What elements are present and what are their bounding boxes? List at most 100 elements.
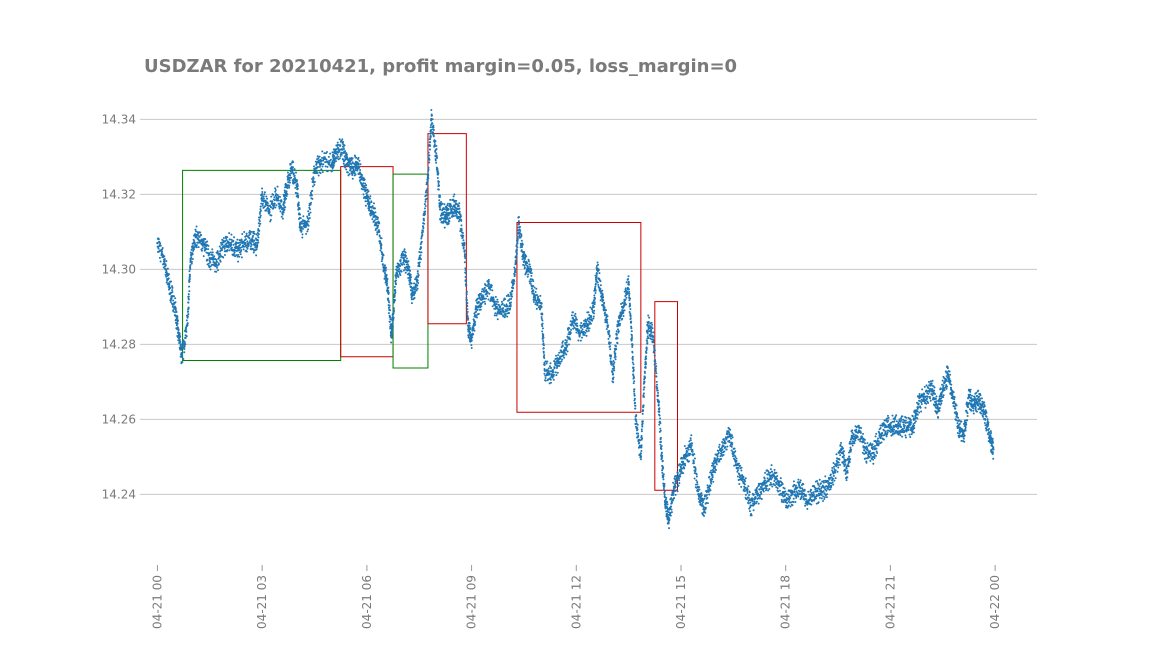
- data-point: [807, 490, 810, 493]
- data-point: [333, 155, 336, 158]
- data-point: [512, 282, 515, 285]
- data-point: [191, 253, 194, 256]
- data-point: [647, 337, 650, 340]
- data-point: [566, 350, 569, 353]
- data-point: [228, 249, 231, 252]
- data-point: [177, 328, 180, 331]
- data-point: [299, 213, 302, 216]
- data-point: [806, 507, 809, 510]
- data-point: [538, 299, 541, 302]
- data-point: [845, 467, 848, 470]
- data-point: [794, 484, 797, 487]
- data-point: [465, 279, 468, 282]
- data-point: [465, 297, 468, 300]
- data-point: [421, 233, 424, 236]
- data-point: [307, 218, 310, 221]
- data-point: [223, 247, 226, 250]
- data-point: [469, 331, 472, 334]
- data-point: [380, 243, 383, 246]
- data-point: [547, 369, 550, 372]
- data-point: [247, 245, 250, 248]
- data-point: [395, 276, 398, 279]
- data-point: [597, 268, 600, 271]
- data-point: [794, 500, 797, 503]
- data-point: [230, 233, 233, 236]
- data-point: [301, 236, 304, 239]
- data-point: [430, 114, 433, 117]
- data-point: [546, 360, 549, 363]
- data-point: [381, 256, 384, 259]
- data-point: [595, 274, 598, 277]
- data-point: [338, 138, 341, 141]
- data-point: [631, 344, 634, 347]
- data-point: [627, 278, 630, 281]
- data-point: [462, 246, 465, 249]
- data-point: [589, 322, 592, 325]
- data-point: [640, 449, 643, 452]
- data-point: [419, 243, 422, 246]
- data-point: [353, 172, 356, 175]
- data-point: [519, 229, 522, 232]
- data-point: [744, 486, 747, 489]
- data-point: [771, 485, 774, 488]
- data-point: [398, 268, 401, 271]
- data-point: [555, 374, 558, 377]
- data-point: [200, 233, 203, 236]
- data-point: [696, 481, 699, 484]
- data-point: [172, 310, 175, 313]
- data-point: [307, 224, 310, 227]
- data-point: [174, 297, 177, 300]
- data-point: [670, 511, 673, 514]
- data-point: [292, 161, 295, 164]
- data-point: [426, 188, 429, 191]
- data-point: [201, 247, 204, 250]
- data-point: [508, 311, 511, 314]
- data-point: [683, 445, 686, 448]
- data-point: [709, 485, 712, 488]
- data-point: [353, 170, 356, 173]
- data-point: [432, 126, 435, 129]
- data-point: [836, 470, 839, 473]
- data-point: [479, 308, 482, 311]
- data-point: [695, 473, 698, 476]
- data-point: [711, 476, 714, 479]
- data-point: [278, 202, 281, 205]
- data-point: [708, 475, 711, 478]
- data-point: [325, 151, 328, 154]
- data-point: [374, 218, 377, 221]
- data-point: [829, 473, 832, 476]
- data-point: [753, 500, 756, 503]
- data-point: [264, 205, 267, 208]
- data-point: [172, 299, 175, 302]
- data-point: [252, 234, 255, 237]
- data-point: [376, 226, 379, 229]
- data-point: [389, 316, 392, 319]
- data-point: [293, 174, 296, 177]
- data-point: [157, 247, 160, 250]
- data-point: [377, 224, 380, 227]
- data-point: [407, 277, 410, 280]
- data-point: [722, 437, 725, 440]
- data-point: [812, 491, 815, 494]
- data-point: [593, 312, 596, 315]
- data-point: [834, 469, 837, 472]
- data-point: [430, 128, 433, 131]
- data-point: [184, 337, 187, 340]
- data-point: [248, 234, 251, 237]
- data-point: [660, 445, 663, 448]
- data-point: [253, 239, 256, 242]
- data-point: [368, 207, 371, 210]
- data-point: [770, 464, 773, 467]
- data-point: [631, 346, 634, 349]
- data-point: [392, 307, 395, 310]
- data-point: [188, 280, 191, 283]
- data-point: [187, 295, 190, 298]
- data-point: [276, 185, 279, 188]
- data-point: [506, 305, 509, 308]
- data-point: [168, 284, 171, 287]
- data-point: [655, 372, 658, 375]
- data-point: [458, 207, 461, 210]
- data-point: [489, 288, 492, 291]
- data-point: [409, 278, 412, 281]
- data-point: [305, 232, 308, 235]
